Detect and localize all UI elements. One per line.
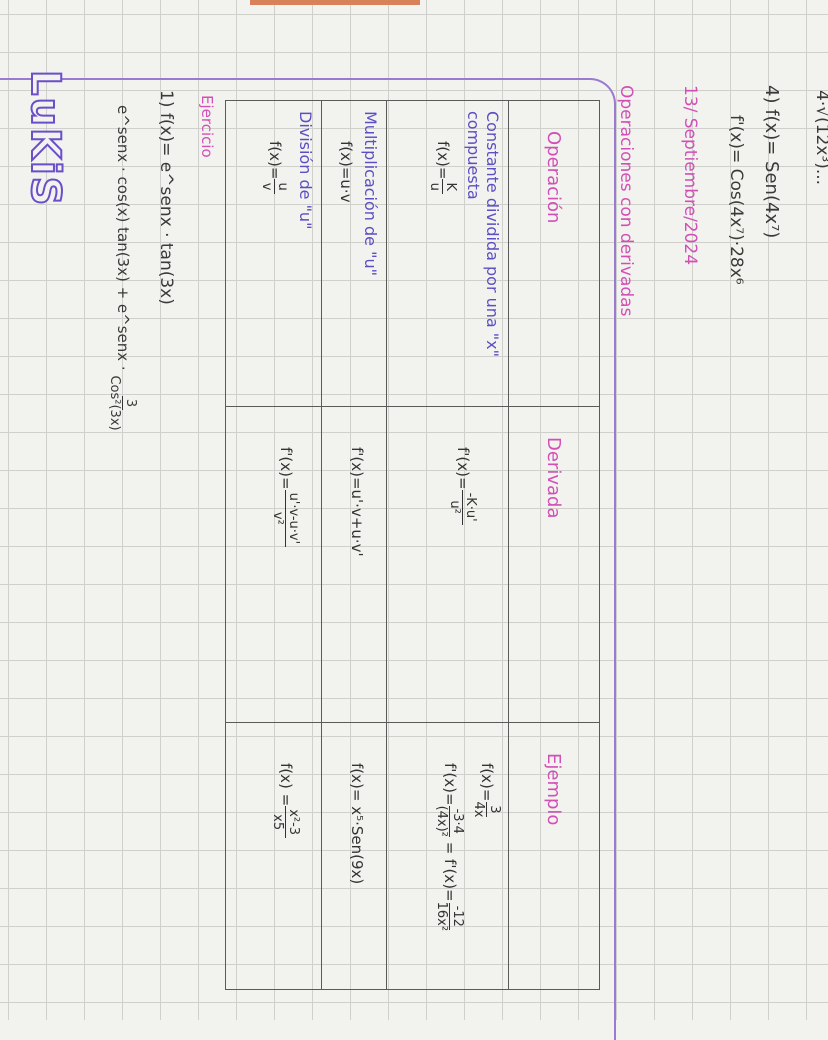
row-title: Constante dividida por una "x" compuesta (464, 111, 502, 357)
header-derivada: Derivada (508, 406, 600, 723)
header-ejemplo: Ejemplo (508, 722, 600, 990)
topic-title: Operaciones con derivadas (616, 85, 636, 317)
problem-4-derivative: f'(x)= Cos(4x⁷)·28x⁶ (726, 115, 746, 285)
row-function: f(x)=u·v (337, 141, 355, 203)
table-header: Operación Derivada Ejemplo (508, 100, 600, 990)
row-example: f(x)= 3 4x (471, 763, 502, 818)
derivatives-table: Operación Derivada Ejemplo Constante div… (225, 100, 600, 990)
lukis-logo: LuKiS (21, 69, 69, 208)
row-title: Multiplicación de "u" (361, 111, 380, 276)
problem-4: 4) f(x)= Sen(4x⁷) (761, 85, 782, 239)
row-example: f(x)= x⁵·Sen(9x) (348, 763, 366, 885)
top-partial-line: 4·√(12x³)... (812, 90, 828, 186)
exercise-solution: e^senx · cos(x) tan(3x) + e^senx · 3 Cos²… (107, 105, 138, 431)
table-row: Constante dividida por una "x" compuesta… (386, 100, 509, 990)
row-derivative: f'(x)= -K·u' u² (447, 417, 478, 712)
row-example-derivative: f'(x)= -3·4 (4x)² = f'(x)= -12 16x² (434, 763, 465, 932)
row-example: f(x) = x²-3 x5 (270, 733, 301, 979)
row-derivative: f'(x)= u'·v-u·v' v² (270, 417, 301, 712)
row-title: División de "u" (296, 111, 315, 230)
header-operacion: Operación (508, 100, 600, 407)
exercise-heading: Ejercicio (198, 95, 216, 158)
notebook-tab (250, 0, 420, 5)
row-function: f(x)= u v (259, 111, 290, 396)
row-derivative: f'(x)=u'·v+u·v' (348, 447, 366, 557)
exercise-problem: 1) f(x)= e^senx · tan(3x) (156, 90, 176, 305)
table-row: División de "u" f(x)= u v f'(x)= u'·v-u·v' v… (225, 100, 322, 990)
table-row: Multiplicación de "u" f(x)=u·v f'(x)=u'·… (321, 100, 387, 990)
date: 13/ Septiembre/2024 (680, 85, 700, 266)
